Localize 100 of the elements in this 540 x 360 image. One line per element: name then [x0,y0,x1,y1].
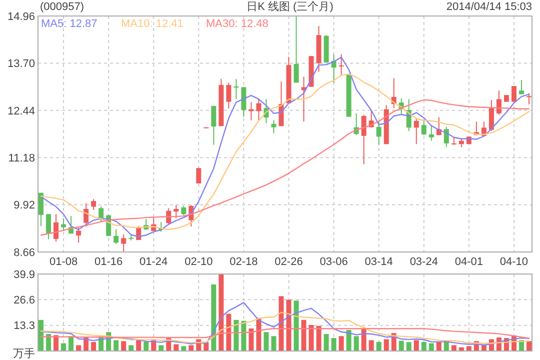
bar [414,340,419,351]
candlestick [114,228,119,245]
candlestick [234,78,239,100]
candlestick [271,120,276,134]
x-tick-label: 04-01 [454,256,484,268]
bar [428,343,434,351]
bar [61,343,66,351]
candlestick [121,234,126,252]
bar [294,300,299,351]
y-tick-label: 26.6 [14,294,35,307]
bar [354,336,359,351]
candlestick [54,214,59,242]
candlestick [61,218,66,232]
bar [338,336,344,351]
candlestick [428,124,434,142]
candlestick [181,205,186,216]
bar [211,284,216,351]
bar [316,326,322,351]
bar [114,340,119,351]
bar [278,296,284,351]
bar [376,342,382,351]
candlestick [196,168,202,184]
candlestick [361,114,366,165]
bar [76,345,82,351]
x-tick-label: 01-08 [49,256,78,268]
bar [368,340,374,351]
bar [68,336,74,351]
candlestick [376,121,382,146]
candlestick [526,92,532,105]
candlestick [84,202,89,228]
x-tick-label: 03-14 [364,256,393,268]
bar [218,274,224,351]
candlestick [421,120,426,136]
bar [466,346,472,351]
chart-title: 日K 线图 (三个月) [246,0,334,13]
bar [398,340,404,351]
y-tick-label: 14.96 [7,10,35,23]
bar [128,345,134,351]
text: MA30: 12.48 [206,18,268,30]
x-tick-label: 01-24 [140,256,168,268]
x-tick-label: 03-24 [410,256,438,268]
bar [174,344,179,351]
candlestick [46,214,52,240]
bar [324,334,329,351]
candlestick [76,227,82,244]
text: (000957) [40,1,84,13]
bar [421,342,426,351]
bar [451,345,456,351]
candlestick [241,86,246,118]
bar [181,346,186,351]
candlestick [414,118,419,145]
bar [346,330,352,351]
candlestick [518,80,524,95]
candlestick [294,16,299,84]
y-tick-label: 13.70 [7,58,35,70]
bar [248,328,254,351]
bar [234,320,239,351]
text: MA5: 12.87 [41,18,98,30]
candlestick [174,204,179,219]
bar [188,345,194,351]
bar [271,336,276,351]
y-axis-title: 万手 [13,346,35,360]
x-tick-label: 04-10 [500,256,528,268]
candlestick [256,98,262,121]
y-tick-label: 39.9 [14,268,35,281]
bar [158,345,164,351]
bar [144,342,149,351]
bar [331,338,336,351]
y-tick-label: 9.92 [14,200,35,212]
y-tick-label: 12.44 [7,105,35,118]
candlestick [338,54,344,76]
y-tick-label: 8.66 [14,246,35,259]
line-series [40,302,530,346]
bar [226,314,232,351]
candlestick [511,86,516,102]
bar [241,320,246,351]
x-tick-label: 02-10 [184,256,213,268]
bar [308,324,314,351]
bar [526,341,532,351]
bar [264,332,269,351]
bar [38,320,44,351]
candlestick [98,206,104,222]
text: MA10: 12.41 [121,18,184,30]
candlestick [226,82,232,110]
x-tick-label: 02-18 [230,256,258,268]
x-tick-label: 02-26 [274,256,303,268]
y-tick-label: 13.3 [14,320,35,332]
line-series [40,328,530,339]
candlestick [211,105,216,146]
candlestick [496,90,502,116]
bar [384,339,389,351]
x-tick-label: 01-16 [94,256,123,268]
bar [54,335,59,351]
y-tick-label: 11.18 [8,152,35,164]
bar [286,300,292,351]
candlestick [488,99,494,132]
line-series [40,312,530,344]
bar [301,320,306,351]
candlestick [444,126,449,148]
bar [121,341,126,351]
